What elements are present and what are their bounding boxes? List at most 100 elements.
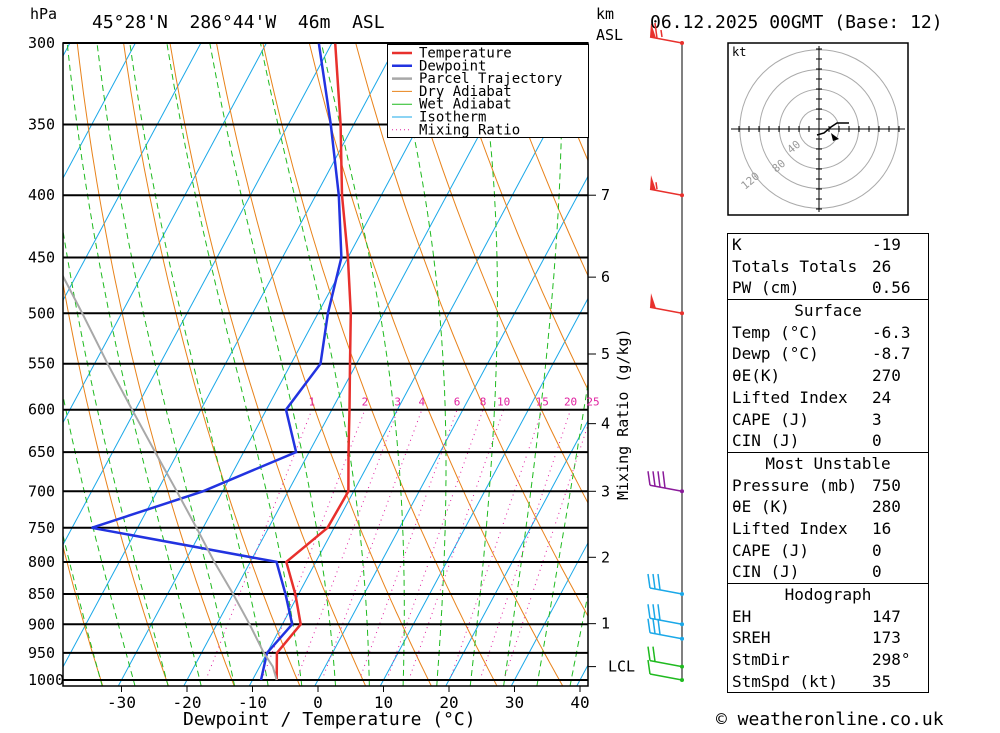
index-value: 750 [872,475,901,495]
pressure-tick-label: 350 [28,116,55,134]
isotherm-line [63,43,136,180]
dry-adiabat-line [448,43,588,391]
isotherm-line [117,43,464,686]
index-label: StmDir [732,650,790,670]
index-label: EH [732,606,752,626]
index-value: 0.56 [872,278,911,298]
most-unstable-title: Most Unstable [765,453,891,473]
mixing-ratio-label: 25 [586,396,599,409]
storm-motion-arrow [831,133,839,141]
x-tick-label: 20 [439,693,458,712]
index-value: 24 [872,387,892,407]
index-row: CAPE (J) 0 [728,540,928,562]
pressure-tick-label: 450 [28,249,55,267]
km-tick-label: 3 [601,482,610,500]
mixing-ratio-label: 2 [362,396,369,409]
index-label: Pressure (mb) [732,475,858,495]
mixing-ratio-label: 4 [419,396,426,409]
index-label: CIN (J) [732,431,800,451]
x-tick-label: -20 [173,693,202,712]
wet-adiabat-line [320,43,405,686]
hodograph-trace [816,122,849,136]
index-row: Dewp (°C) -8.7 [728,343,928,365]
index-row: CIN (J) 0 [728,430,928,452]
dry-adiabat-line [627,25,700,706]
wet-adiabat-line [63,393,136,686]
wet-adiabat-line [209,43,337,686]
wet-adiabat-line [63,533,103,686]
x-tick-label: 40 [570,693,589,712]
index-row: Lifted Index 16 [728,518,928,540]
index-value: -19 [872,235,901,254]
isotherm-line [632,25,700,706]
mixing-ratio-label: 20 [564,396,577,409]
mixing-ratio-line [296,409,399,681]
km-tick-label: 5 [601,345,610,363]
index-row: CAPE (J) 3 [728,409,928,431]
x-tick-label: 0 [313,693,323,712]
pressure-tick-label: 600 [28,401,55,419]
wind-barb [647,604,684,627]
mixing-ratio-label: 1 [309,396,316,409]
wet-adiabat-line [536,380,588,686]
km-tick-label: 7 [601,186,610,204]
index-value: 3 [872,409,882,429]
index-label: PW (cm) [732,278,800,298]
index-value: 173 [872,628,901,648]
dry-adiabat-line [76,43,235,686]
wet-adiabat-line [66,43,202,686]
index-value: -6.3 [872,322,911,342]
index-value: 147 [872,606,901,626]
index-row: K -19 [728,234,928,256]
x-tick-label: 10 [374,693,393,712]
location-title: 45°28'N 286°44'W 46m ASL [92,12,385,33]
wind-barb [647,618,684,641]
index-row: EH 147 [728,606,928,628]
plot-frame [62,42,589,687]
mixing-ratio-label: 15 [536,396,549,409]
wet-adiabat-line [96,43,236,686]
pressure-tick-label: 900 [28,615,55,633]
index-row: Lifted Index 24 [728,387,928,409]
index-label: CAPE (J) [732,540,810,560]
dry-adiabat-line [308,43,564,686]
x-tick-label: 30 [505,693,524,712]
legend-entry: Dewpoint [419,58,486,74]
index-value: 0 [872,562,882,582]
mixing-ratio-line [503,423,588,681]
index-value: 26 [872,256,892,276]
legend-entry: Dry Adiabat [419,84,512,100]
index-row: SREH 173 [728,627,928,649]
x-tick-label: -10 [238,693,267,712]
index-value: 270 [872,366,901,386]
wind-barb [647,659,684,682]
dry-adiabat-line [673,25,700,706]
mixing-ratio-line [321,409,423,681]
hodograph-unit-label: kt [732,45,746,59]
km-tick-label: 2 [601,548,610,566]
wind-barb [649,293,684,316]
index-row: StmSpd (kt) 35 [728,671,928,693]
km-tick-label: 4 [601,415,610,433]
pressure-tick-label: 550 [28,355,55,373]
index-row: StmDir 298° [728,649,928,671]
x-axis-title: Dewpoint / Temperature (°C) [183,709,476,730]
wet-adiabat-line [393,43,447,686]
x-tick-label: -30 [107,693,136,712]
legend-entry: Wet Adiabat [419,97,512,113]
wet-adiabat-line [259,43,370,686]
mixing-ratio-label: 6 [454,396,461,409]
dewpoint-profile [91,43,343,681]
wind-barb [647,646,684,669]
index-label: Temp (°C) [732,322,819,342]
mixing-ratio-line [358,409,458,681]
copyright: © weatheronline.co.uk [716,709,944,730]
wind-barb [649,175,684,198]
pressure-tick-label: 650 [28,443,55,461]
index-label: K [732,235,742,254]
dry-adiabat-line [401,43,588,505]
chart-legend: Temperature Dewpoint Parcel Trajectory Dry … [387,44,589,138]
legend-entry: Isotherm [419,110,486,126]
dry-adiabat-line [262,43,498,686]
dry-adiabat-line [215,43,432,686]
